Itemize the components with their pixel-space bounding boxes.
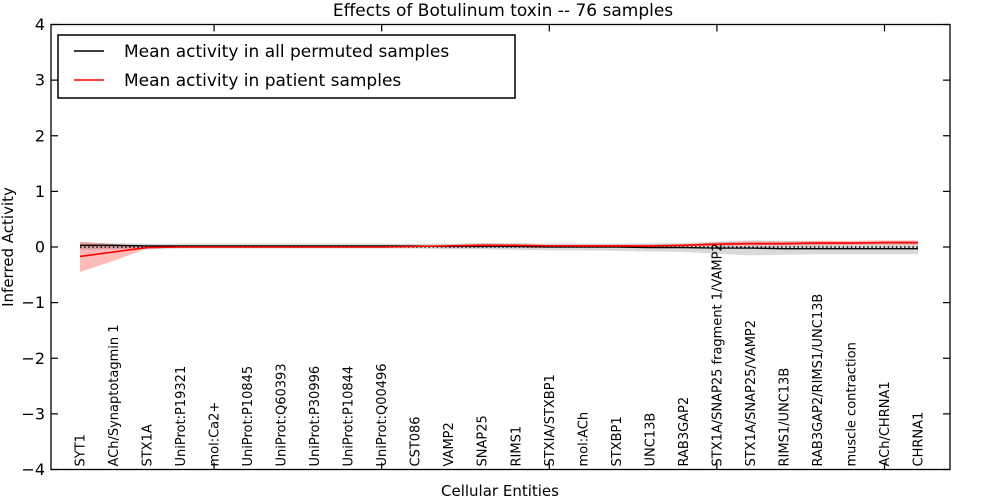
y-tick-label: 1 bbox=[35, 182, 45, 201]
y-tick-label: −4 bbox=[21, 460, 45, 479]
x-category-label: STX1A/SNAP25/VAMP2 bbox=[744, 320, 759, 467]
y-tick-label: 0 bbox=[35, 238, 45, 257]
legend-label-permuted-samples: Mean activity in all permuted samples bbox=[124, 42, 449, 62]
x-category-label: ACh/CHRNA1 bbox=[878, 381, 893, 466]
x-category-label: UniProt:P30996 bbox=[308, 366, 323, 467]
x-category-label: SYT1 bbox=[74, 434, 89, 466]
x-category-label: STXIA/STXBP1 bbox=[543, 374, 558, 466]
y-tick-label: −3 bbox=[21, 404, 45, 423]
x-category-label: RAB3GAP2/RIMS1/UNC13B bbox=[811, 294, 826, 467]
chart-title: Effects of Botulinum toxin -- 76 samples bbox=[333, 1, 673, 21]
x-category-label: UNC13B bbox=[643, 413, 658, 467]
legend: Mean activity in all permuted samples Me… bbox=[57, 34, 516, 99]
plot-layer: 4 3 2 1 0 −1 −2 −3 −4 SYT1 ACh/Synaptotagmin 1 STX1… bbox=[21, 15, 951, 479]
x-category-label: UniProt:P19321 bbox=[174, 366, 189, 467]
x-category-label: VAMP2 bbox=[442, 422, 457, 466]
x-category-label: muscle contraction bbox=[844, 342, 859, 466]
x-category-label: CHRNA1 bbox=[912, 412, 927, 467]
x-category-label: UniProt:P10845 bbox=[241, 366, 256, 467]
x-category-label: STX1A/SNAP25 fragment 1/VAMP2 bbox=[710, 243, 725, 466]
x-category-label: STXBP1 bbox=[610, 416, 625, 466]
y-axis-label: Inferred Activity bbox=[0, 187, 17, 307]
x-category-label: UniProt:Q00496 bbox=[375, 363, 390, 466]
x-category-label: RIMS1/UNC13B bbox=[777, 368, 792, 467]
y-tick-label: 3 bbox=[35, 71, 45, 90]
legend-label-patient-samples: Mean activity in patient samples bbox=[124, 71, 401, 91]
x-axis-label: Cellular Entities bbox=[441, 482, 559, 500]
y-tick-label: 2 bbox=[35, 126, 45, 145]
x-category-label: UniProt:Q60393 bbox=[275, 363, 290, 466]
series-line-permuted bbox=[80, 244, 918, 250]
x-category-label: mol:ACh bbox=[576, 412, 591, 467]
x-category-label: SNAP25 bbox=[476, 415, 491, 466]
x-category-label: RIMS1 bbox=[509, 426, 524, 467]
series-line-patient bbox=[79, 241, 918, 258]
legend-box bbox=[57, 34, 516, 99]
y-tick-label: −1 bbox=[21, 293, 45, 312]
x-category-label: STX1A bbox=[141, 424, 156, 466]
x-category-label: RAB3GAP2 bbox=[677, 397, 692, 467]
x-category-label: ACh/Synaptotagmin 1 bbox=[107, 324, 122, 466]
x-category-label: mol:Ca2+ bbox=[208, 402, 223, 467]
y-tick-label: −2 bbox=[21, 349, 45, 368]
y-tick-label: 4 bbox=[35, 15, 45, 34]
x-category-label: UniProt:P10844 bbox=[342, 366, 357, 467]
x-category-label: CST086 bbox=[409, 416, 424, 466]
